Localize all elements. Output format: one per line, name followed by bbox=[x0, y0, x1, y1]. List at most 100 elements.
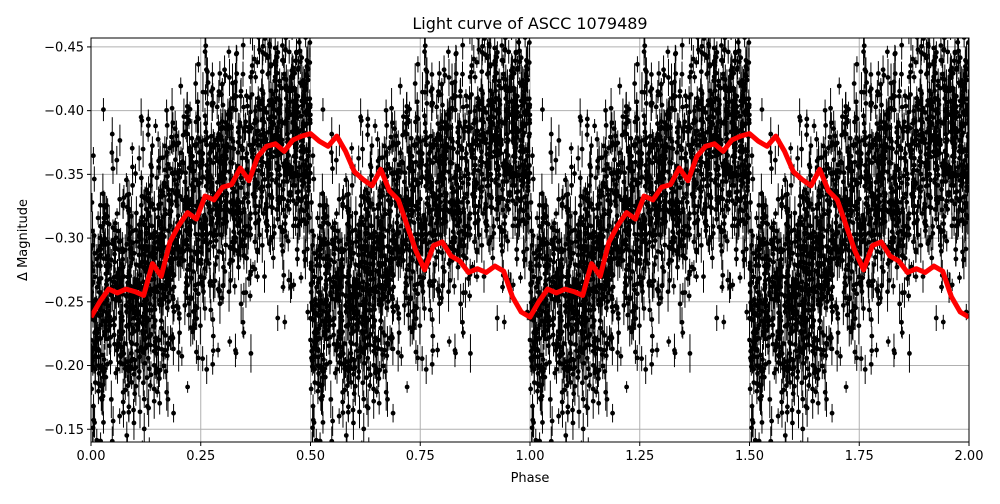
data-point bbox=[869, 334, 874, 339]
data-point bbox=[236, 265, 241, 270]
data-point bbox=[250, 31, 255, 36]
data-point bbox=[315, 216, 320, 221]
data-point bbox=[250, 92, 255, 97]
data-point bbox=[177, 330, 182, 335]
data-point bbox=[253, 75, 258, 80]
data-point bbox=[957, 275, 962, 280]
data-point bbox=[650, 348, 655, 353]
data-point bbox=[384, 123, 389, 128]
data-point bbox=[619, 159, 624, 164]
data-point bbox=[610, 346, 615, 351]
data-point bbox=[918, 243, 923, 248]
data-point bbox=[725, 239, 730, 244]
data-point bbox=[529, 200, 534, 205]
data-point bbox=[469, 92, 474, 97]
data-point bbox=[227, 75, 232, 80]
data-point bbox=[680, 330, 685, 335]
data-point bbox=[863, 101, 868, 106]
data-point bbox=[550, 419, 555, 424]
data-point bbox=[681, 196, 686, 201]
data-point bbox=[553, 158, 558, 163]
data-point bbox=[223, 73, 228, 78]
data-point bbox=[321, 107, 326, 112]
data-point bbox=[754, 216, 759, 221]
data-point bbox=[248, 23, 253, 28]
data-point bbox=[895, 265, 900, 270]
data-point bbox=[701, 274, 706, 279]
data-point bbox=[297, 31, 302, 36]
data-point bbox=[942, 214, 947, 219]
data-point bbox=[961, 258, 966, 263]
data-point bbox=[665, 0, 670, 2]
data-point bbox=[133, 171, 138, 176]
data-point bbox=[728, 19, 733, 24]
data-point bbox=[110, 439, 115, 444]
data-point bbox=[548, 397, 553, 402]
data-point bbox=[328, 293, 333, 298]
data-point bbox=[90, 200, 95, 205]
data-point bbox=[259, 1, 264, 6]
data-point bbox=[548, 293, 553, 298]
data-point bbox=[736, 31, 741, 36]
data-point bbox=[734, 247, 739, 252]
data-point bbox=[479, 243, 484, 248]
data-point bbox=[456, 265, 461, 270]
data-point bbox=[518, 275, 523, 280]
data-point bbox=[540, 107, 545, 112]
data-point bbox=[425, 69, 430, 74]
data-point bbox=[904, 200, 909, 205]
data-point bbox=[834, 220, 839, 225]
data-point bbox=[461, 290, 466, 295]
data-point bbox=[906, 23, 911, 28]
data-point bbox=[205, 101, 210, 106]
data-point bbox=[767, 397, 772, 402]
data-point bbox=[352, 391, 357, 396]
data-point bbox=[549, 439, 554, 444]
data-point bbox=[742, 21, 747, 26]
data-point bbox=[644, 69, 649, 74]
data-point bbox=[680, 290, 685, 295]
data-point bbox=[835, 350, 840, 355]
data-point bbox=[473, 75, 478, 80]
data-point bbox=[596, 401, 601, 406]
data-point bbox=[917, 1, 922, 6]
data-point bbox=[211, 348, 216, 353]
data-point bbox=[962, 21, 967, 26]
data-point bbox=[205, 69, 210, 74]
data-point bbox=[535, 216, 540, 221]
data-point bbox=[299, 275, 304, 280]
data-point bbox=[283, 214, 288, 219]
data-point bbox=[692, 75, 697, 80]
data-point bbox=[738, 275, 743, 280]
data-point bbox=[618, 354, 623, 359]
data-point bbox=[479, 69, 484, 74]
data-point bbox=[908, 92, 913, 97]
data-point bbox=[767, 293, 772, 298]
data-point bbox=[390, 346, 395, 351]
data-point bbox=[271, 256, 276, 261]
data-point bbox=[828, 106, 833, 111]
data-point bbox=[816, 401, 821, 406]
data-point bbox=[768, 132, 773, 137]
data-point bbox=[171, 346, 176, 351]
data-point bbox=[900, 330, 905, 335]
data-point bbox=[685, 200, 690, 205]
data-point bbox=[955, 31, 960, 36]
data-point bbox=[804, 123, 809, 128]
data-point bbox=[769, 419, 774, 424]
data-point bbox=[462, 196, 467, 201]
data-point bbox=[876, 71, 881, 76]
data-point bbox=[220, 82, 225, 87]
chart-title: Light curve of ASCC 1079489 bbox=[412, 14, 647, 33]
data-point bbox=[722, 214, 727, 219]
data-point bbox=[918, 69, 923, 74]
data-point bbox=[395, 220, 400, 225]
data-point bbox=[604, 123, 609, 128]
data-point bbox=[791, 458, 796, 463]
data-point bbox=[132, 458, 137, 463]
data-point bbox=[445, 0, 450, 2]
data-point bbox=[447, 75, 452, 80]
data-point bbox=[358, 203, 363, 208]
data-point bbox=[689, 92, 694, 97]
